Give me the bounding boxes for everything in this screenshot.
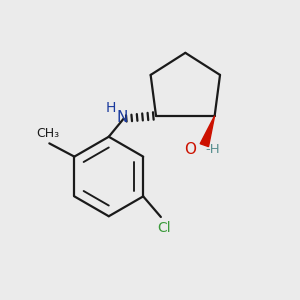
Text: O: O [184, 142, 196, 157]
Polygon shape [200, 116, 215, 147]
Text: Cl: Cl [157, 221, 171, 236]
Text: -H: -H [206, 143, 220, 156]
Text: N: N [116, 110, 128, 125]
Text: CH₃: CH₃ [36, 127, 59, 140]
Text: H: H [105, 101, 116, 116]
